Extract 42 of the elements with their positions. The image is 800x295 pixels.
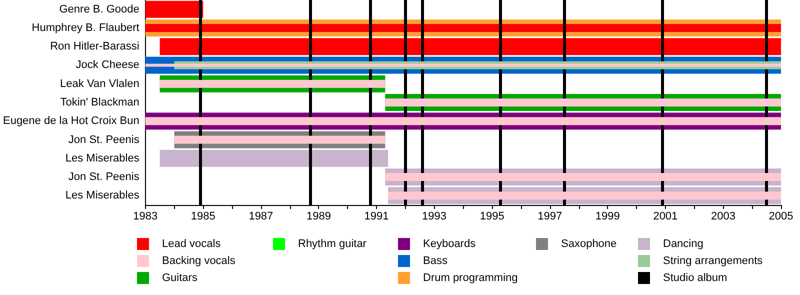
x-tick-label: 1993 — [422, 210, 447, 222]
legend-label: Studio album — [663, 272, 728, 284]
y-tick-label: Ron Hitler-Barassi — [50, 40, 140, 53]
bar — [385, 98, 781, 106]
legend-label: Bass — [423, 255, 448, 267]
bar — [174, 136, 386, 144]
bar — [385, 173, 781, 182]
x-tick-label: 1997 — [538, 210, 562, 222]
legend-label: Rhythm guitar — [298, 238, 367, 250]
x-tick-label: 1989 — [306, 210, 331, 222]
y-tick-label: Jon St. Peenis — [68, 134, 140, 146]
legend-label: String arrangements — [663, 255, 764, 267]
y-tick-label: Jon St. Peenis — [68, 171, 140, 184]
x-tick-label: 2005 — [768, 210, 794, 222]
y-tick-label: Eugene de la Hot Croix Bun — [2, 115, 140, 128]
legend-label: Keyboards — [423, 238, 476, 250]
legend-label: Dancing — [663, 238, 704, 250]
legend-label: Drum programming — [423, 272, 518, 284]
y-tick-label: Leak Van Vlalen — [60, 78, 140, 90]
x-tick-label: 1991 — [364, 210, 389, 222]
y-tick-label: Genre B. Goode — [59, 3, 140, 16]
legend-label: Backing vocals — [162, 255, 236, 267]
x-tick-label: 1983 — [133, 210, 158, 222]
x-tick-label: 1995 — [480, 210, 504, 222]
y-tick-label: Jock Cheese — [76, 59, 140, 72]
x-tick-label: 1999 — [595, 210, 620, 222]
y-tick-label: Tokin' Blackman — [60, 96, 140, 108]
x-tick-label: 2001 — [653, 210, 678, 222]
legend-label: Lead vocals — [162, 238, 222, 250]
y-tick-label: Humphrey B. Flaubert — [32, 22, 140, 34]
bar — [160, 38, 781, 56]
legend-label: Guitars — [162, 272, 198, 284]
legend-label: Saxophone — [561, 238, 617, 250]
x-tick-label: 1985 — [190, 210, 216, 222]
bar — [160, 80, 386, 88]
x-tick-label: 2003 — [710, 210, 736, 222]
y-tick-label: Les Miserables — [65, 190, 140, 202]
bar — [145, 117, 781, 126]
y-tick-label: Les Miserables — [65, 152, 140, 164]
bar — [388, 192, 781, 200]
x-tick-label: 1987 — [248, 210, 274, 222]
bar — [145, 0, 204, 18]
